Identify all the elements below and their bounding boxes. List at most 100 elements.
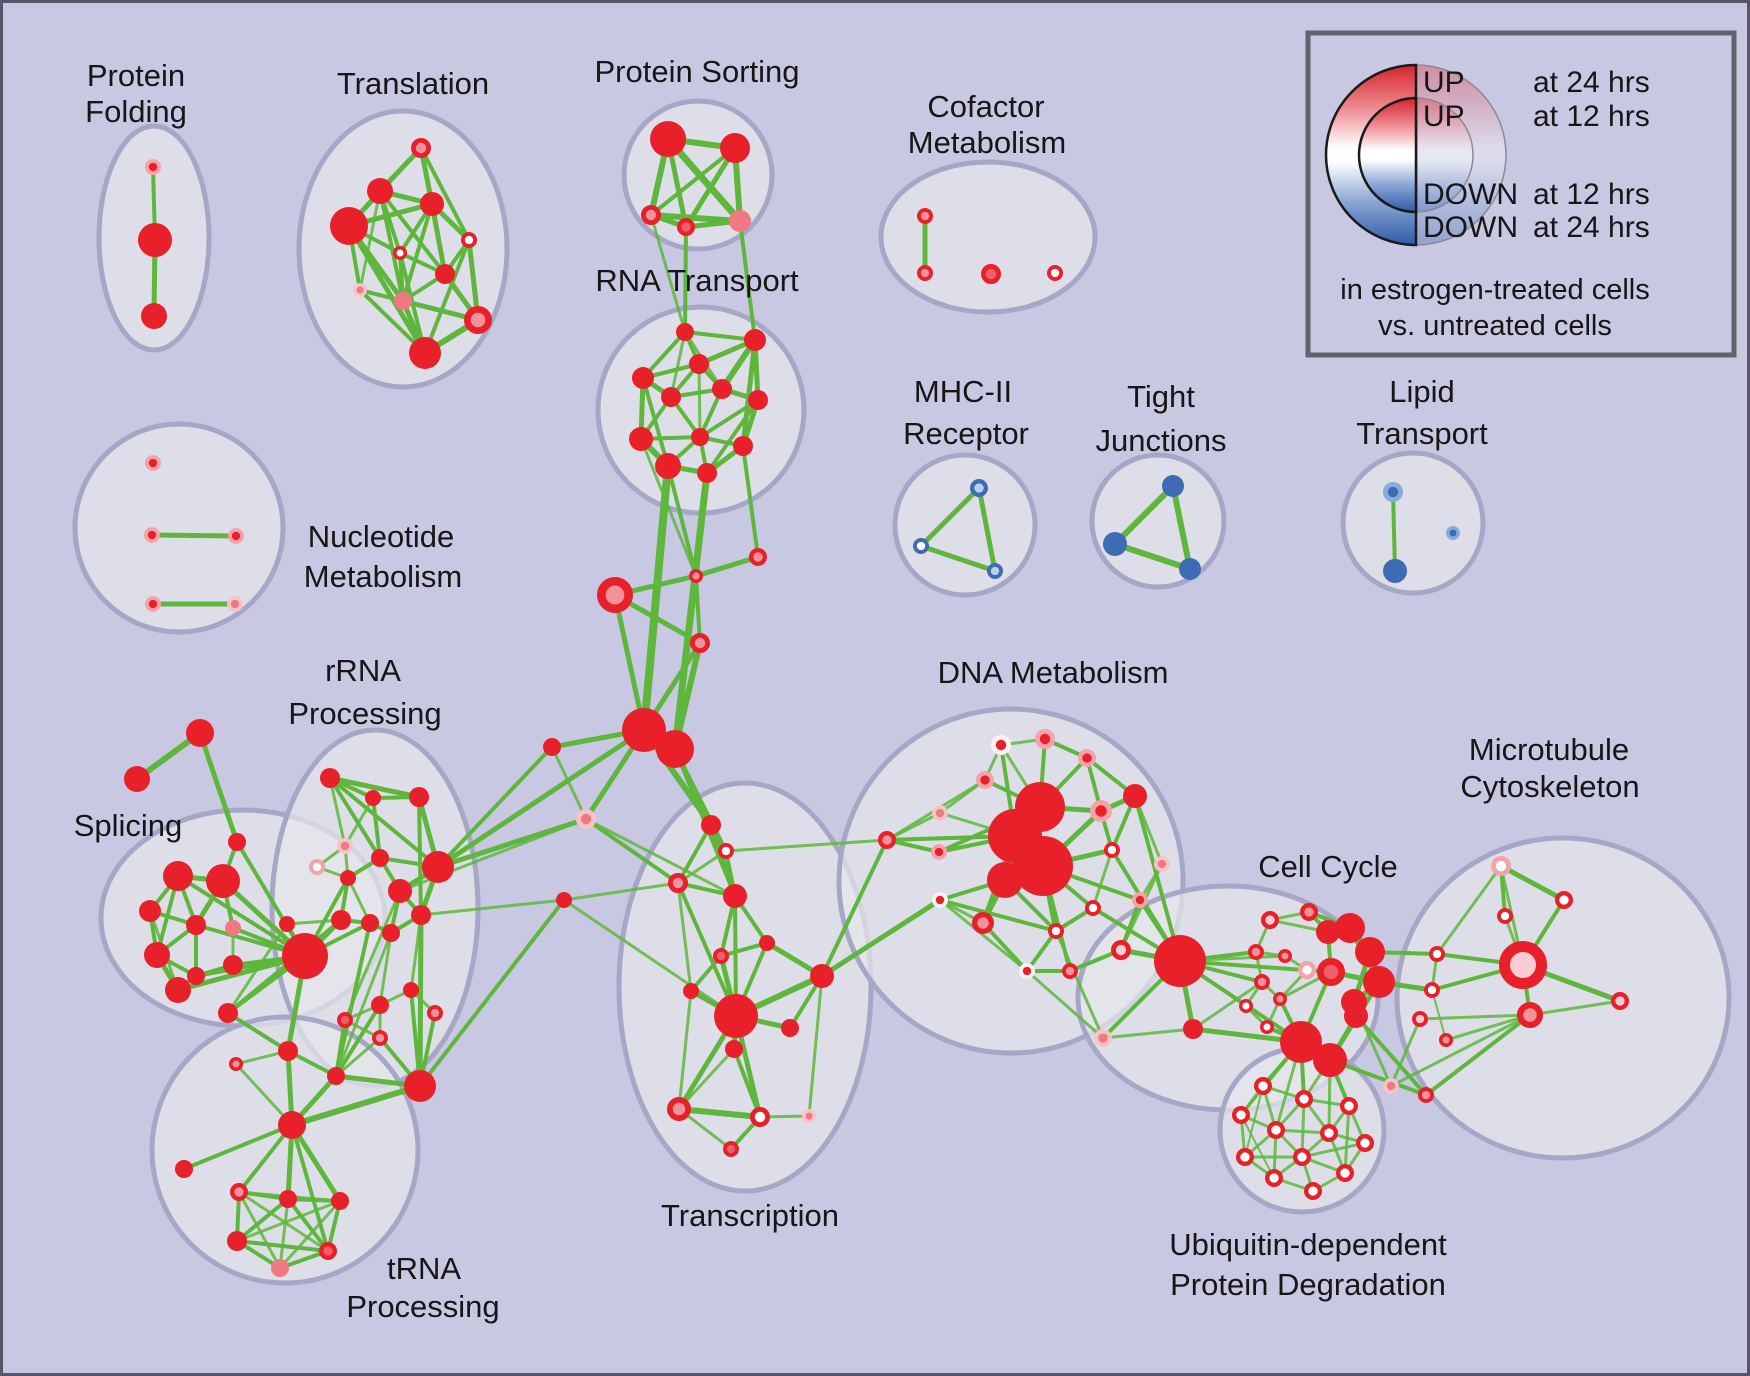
network-node [689, 354, 709, 374]
legend-up-24-label: UP [1423, 66, 1465, 99]
network-node [372, 1030, 389, 1047]
network-node [331, 1192, 349, 1210]
network-edge [1391, 491, 1397, 572]
network-node [1154, 935, 1206, 987]
cluster-label-cell-cycle: Cell Cycle [1258, 849, 1398, 884]
network-node [676, 323, 694, 341]
network-node [388, 879, 412, 903]
network-node [1236, 1148, 1255, 1167]
cluster-label-mhc-ii-receptor: MHC-II [914, 374, 1012, 409]
network-node [1162, 475, 1184, 497]
network-edge [436, 745, 554, 869]
network-node [165, 977, 191, 1003]
cluster-label-nucleotide-metabolism: Nucleotide [308, 519, 454, 554]
cluster-label-transcription: Transcription [661, 1198, 839, 1233]
cluster-label-mhc-ii-receptor: Receptor [903, 416, 1029, 451]
cluster-label-nucleotide-metabolism: Metabolism [304, 559, 463, 594]
network-node [411, 905, 431, 925]
network-edge [705, 398, 760, 475]
network-node [144, 158, 161, 175]
network-node [1232, 1106, 1251, 1125]
network-node [271, 1259, 289, 1277]
network-node [1313, 1043, 1347, 1077]
network-node [667, 1097, 692, 1122]
network-node [810, 964, 834, 988]
network-node [1104, 841, 1121, 858]
network-edge [612, 594, 647, 731]
network-node [1295, 1090, 1314, 1109]
cluster-label-microtubule-cytoskeleton: Microtubule [1469, 732, 1629, 767]
network-node [1254, 973, 1271, 990]
network-edge [151, 532, 237, 539]
network-node [714, 994, 758, 1038]
network-edge [1114, 541, 1191, 572]
network-node [1383, 481, 1404, 502]
network-node [410, 137, 431, 158]
network-node [1090, 800, 1113, 823]
network-node [1316, 920, 1340, 944]
cluster-tight-junctions [1089, 452, 1227, 590]
network-node [371, 996, 389, 1014]
legend-up-12-time: at 12 hrs [1533, 100, 1650, 133]
network-node [722, 1141, 739, 1158]
network-edge [649, 214, 687, 333]
network-node [1094, 1029, 1113, 1048]
network-node [1491, 856, 1512, 877]
cluster-label-cofactor-metabolism: Metabolism [908, 125, 1067, 160]
network-node [650, 121, 686, 157]
network-edge [237, 1123, 294, 1194]
network-node [279, 1190, 297, 1208]
network-node [676, 218, 695, 237]
cluster-label-rrna-processing: Processing [288, 696, 441, 731]
network-node [802, 1109, 816, 1123]
network-edge [226, 923, 289, 1014]
network-edge [820, 839, 889, 977]
cluster-label-protein-sorting: Protein Sorting [594, 54, 799, 89]
network-node [1336, 1164, 1355, 1183]
network-node [725, 1040, 743, 1058]
network-edge [919, 486, 981, 548]
network-node [1320, 1124, 1339, 1143]
network-edge [650, 212, 741, 224]
network-node [912, 537, 929, 554]
network-node [991, 735, 1012, 756]
network-edge [1026, 969, 1104, 1040]
network-edge [1389, 1018, 1422, 1087]
cluster-label-ubiquitin-degradation: Protein Degradation [1170, 1267, 1446, 1302]
network-edge [1054, 930, 1105, 1039]
network-node [175, 1160, 193, 1178]
legend: UP at 24 hrs UP at 12 hrs DOWN at 12 hrs… [1305, 30, 1737, 358]
network-edge [235, 1197, 290, 1243]
network-edge [358, 190, 382, 291]
network-node [187, 967, 205, 985]
network-edge [683, 146, 738, 229]
network-edge [346, 224, 428, 355]
network-edge [334, 932, 393, 1077]
network-node [331, 910, 351, 930]
network-node [282, 933, 328, 979]
network-node [1335, 913, 1365, 943]
network-node [931, 804, 948, 821]
network-edge [1133, 795, 1182, 962]
network-node [1355, 937, 1385, 967]
network-node [279, 916, 295, 932]
network-edge [639, 438, 698, 577]
network-edge [328, 776, 382, 860]
network-edge [1170, 485, 1193, 570]
network-node [1179, 558, 1201, 580]
network-node [463, 305, 492, 334]
network-edge [409, 914, 423, 991]
network-node [712, 947, 729, 964]
network-edge [725, 838, 888, 853]
network-node [543, 738, 561, 756]
network-node [144, 455, 161, 472]
network-node [690, 633, 711, 654]
network-node [975, 770, 994, 789]
network-node [427, 1004, 444, 1021]
network-edge [550, 746, 588, 820]
cluster-label-microtubule-cytoskeleton: Cytoskeleton [1460, 769, 1639, 804]
cluster-nucleotide-metabolism [72, 421, 286, 635]
network-node [1300, 902, 1319, 921]
network-node [394, 292, 412, 310]
